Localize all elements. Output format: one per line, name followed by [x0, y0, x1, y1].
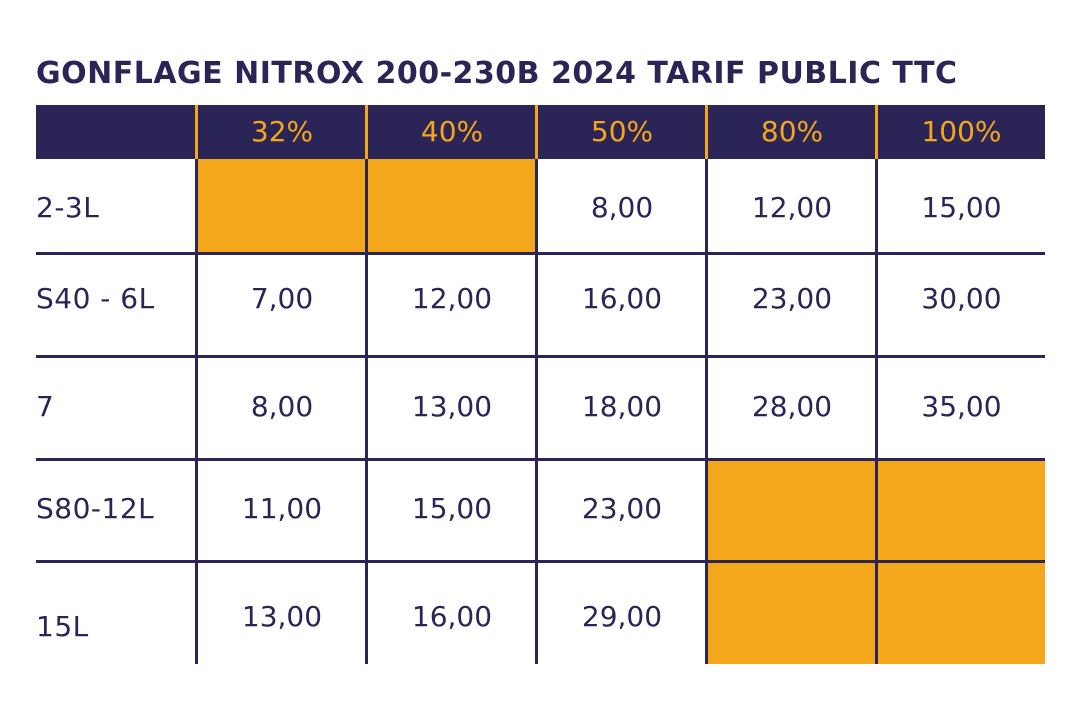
column-divider: [875, 159, 878, 664]
row-label-s80-12l: S80-12L: [36, 492, 155, 525]
header-divider: [705, 105, 708, 159]
column-divider: [365, 159, 368, 664]
unavailable-cell: [878, 563, 1045, 664]
row-label-15l: 15L: [36, 610, 89, 643]
column-header-80: 80%: [760, 115, 824, 148]
unavailable-cell: [198, 159, 366, 252]
price-cell: 23,00: [751, 282, 833, 315]
price-cell: 16,00: [411, 600, 493, 633]
price-cell: 29,00: [581, 600, 663, 633]
price-cell: 13,00: [241, 600, 323, 633]
price-cell: 28,00: [751, 390, 833, 423]
column-header-50: 50%: [590, 115, 654, 148]
price-cell: 12,00: [411, 282, 493, 315]
row-divider: [36, 355, 1045, 358]
header-divider: [195, 105, 198, 159]
price-cell: 13,00: [411, 390, 493, 423]
price-cell: 7,00: [250, 282, 314, 315]
price-cell: 8,00: [250, 390, 314, 423]
price-cell: 12,00: [751, 191, 833, 224]
price-cell: 30,00: [921, 282, 1002, 315]
column-divider: [195, 159, 198, 664]
price-cell: 23,00: [581, 492, 663, 525]
price-cell: 16,00: [581, 282, 663, 315]
header-divider: [365, 105, 368, 159]
column-header-40: 40%: [420, 115, 484, 148]
unavailable-cell: [708, 461, 875, 561]
price-cell: 8,00: [590, 191, 654, 224]
page-title: GONFLAGE NITROX 200-230B 2024 TARIF PUBL…: [36, 56, 958, 91]
price-cell: 11,00: [241, 492, 323, 525]
row-divider: [36, 458, 1045, 461]
row-divider: [36, 560, 1045, 563]
column-header-100: 100%: [921, 115, 1002, 148]
row-divider: [36, 252, 1045, 255]
column-divider: [705, 159, 708, 664]
column-header-32: 32%: [250, 115, 314, 148]
price-cell: 18,00: [581, 390, 663, 423]
price-cell: 15,00: [411, 492, 493, 525]
column-divider: [535, 159, 538, 664]
row-label-2-3l: 2-3L: [36, 191, 100, 224]
row-label-7: 7: [36, 390, 55, 423]
price-cell: 15,00: [921, 191, 1002, 224]
unavailable-cell: [708, 563, 875, 664]
unavailable-cell: [368, 159, 536, 252]
unavailable-cell: [878, 461, 1045, 561]
header-divider: [875, 105, 878, 159]
header-divider: [535, 105, 538, 159]
price-table: 32% 40% 50% 80% 100% 2-3L 8,00 12,00 15,…: [36, 105, 1045, 664]
price-cell: 35,00: [921, 390, 1002, 423]
row-label-s40-6l: S40 - 6L: [36, 282, 155, 315]
